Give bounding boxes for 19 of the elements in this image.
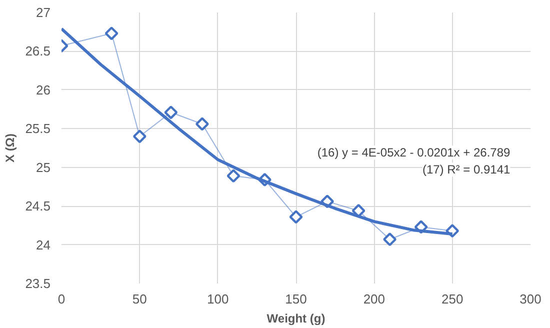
x-tick-label: 200 [363, 292, 386, 306]
y-tick-label: 25.5 [25, 121, 51, 136]
y-tick-label: 23.5 [25, 276, 51, 291]
y-tick-label: 24.5 [25, 198, 51, 214]
y-tick-label: 26.5 [25, 44, 51, 59]
y-tick-label: 27 [36, 5, 51, 20]
x-tick-label: 250 [441, 292, 464, 306]
x-tick-label: 50 [132, 292, 147, 306]
annotation: (16) y = 4E-05x2 - 0.0201x + 26.789 [317, 146, 511, 160]
x-axis-title: Weight (g) [266, 312, 326, 326]
x-tick-label: 300 [520, 292, 542, 306]
y-tick-label: 26 [36, 82, 51, 98]
annotation: (17) R² = 0.9141 [422, 162, 511, 177]
y-tick-label: 24 [36, 237, 51, 252]
y-axis-title: X (Ω) [3, 134, 18, 162]
x-tick-label: 150 [285, 292, 307, 306]
x-tick-label: 0 [58, 292, 66, 306]
x-tick-label: 100 [206, 292, 229, 306]
y-tick-label: 25 [36, 160, 51, 175]
